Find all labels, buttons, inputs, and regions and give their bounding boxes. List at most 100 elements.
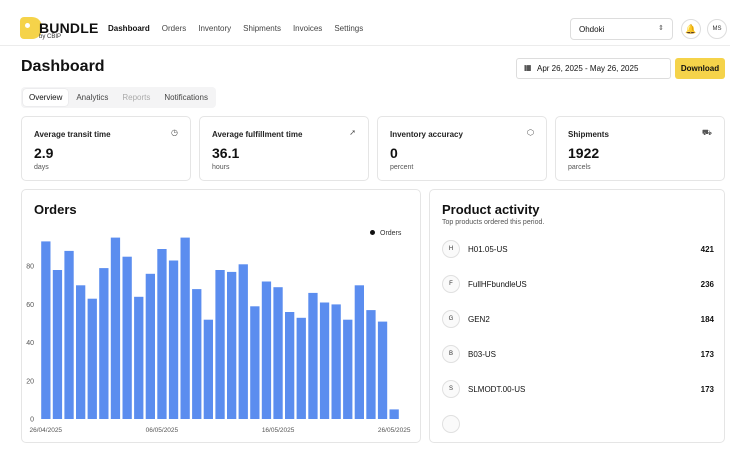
top-navigation-bar: BUNDLE by CBIP Dashboard Orders Inventor… (0, 0, 730, 46)
orders-bar[interactable] (168, 260, 179, 420)
product-initial-badge: S (442, 380, 460, 398)
product-row[interactable]: B B03-US 173 (442, 345, 714, 365)
tab-analytics[interactable]: Analytics (76, 93, 109, 102)
orders-bar[interactable] (122, 256, 132, 419)
product-row[interactable]: H H01.05-US 421 (442, 240, 714, 260)
orders-title: Orders (34, 202, 77, 217)
stat-card-fulfillment-time: Average fulfillment time ➚ 36.1 hours (199, 116, 369, 181)
product-initial-badge (442, 415, 460, 433)
orders-bar[interactable] (377, 321, 388, 419)
product-row[interactable]: G GEN2 184 (442, 310, 714, 330)
orders-bar[interactable] (261, 281, 272, 420)
y-tick-label: 60 (26, 302, 34, 309)
x-tick-label: 26/04/2025 (30, 427, 63, 434)
stat-label: Shipments (568, 130, 609, 139)
date-range-picker[interactable]: ▦ Apr 26, 2025 - May 26, 2025 (516, 58, 671, 79)
product-row[interactable]: F FullHFbundleUS 236 (442, 275, 714, 295)
truck-icon: ⛟ (701, 128, 712, 137)
stat-label: Average transit time (34, 130, 111, 139)
orders-bar[interactable] (64, 250, 74, 419)
nav-inventory[interactable]: Inventory (198, 24, 232, 33)
orders-bar[interactable] (331, 304, 341, 419)
orders-bar[interactable] (134, 296, 144, 419)
x-tick-label: 16/05/2025 (262, 427, 295, 434)
orders-chart-card: 0 20 40 60 80 26/04/2025 06/05/2025 16/05/2025 2… (21, 189, 421, 443)
download-button[interactable]: Download (675, 58, 725, 79)
user-avatar[interactable]: MS (707, 19, 727, 39)
product-quantity: 421 (700, 245, 714, 254)
orders-bar[interactable] (227, 271, 237, 419)
orders-bar[interactable] (250, 306, 260, 419)
brand-subtitle: by CBIP (39, 34, 62, 40)
orders-bar[interactable] (180, 237, 190, 419)
brand-name: BUNDLE (39, 20, 99, 36)
product-name: GEN2 (468, 315, 490, 324)
stat-card-inventory-accuracy: Inventory accuracy ⬡ 0 percent (377, 116, 547, 181)
date-range-value: Apr 26, 2025 - May 26, 2025 (537, 64, 639, 73)
nav-invoices[interactable]: Invoices (292, 24, 323, 33)
orders-bar[interactable] (110, 237, 121, 419)
orders-bar[interactable] (343, 319, 353, 419)
orders-bar[interactable] (203, 319, 213, 419)
stat-value: 1922 (568, 145, 600, 161)
orders-bar[interactable] (285, 312, 295, 419)
product-initial-badge: G (442, 310, 460, 328)
organization-name: Ohdoki (579, 25, 605, 34)
product-name: B03-US (468, 350, 497, 359)
orders-bar[interactable] (76, 285, 86, 419)
nav-settings[interactable]: Settings (334, 24, 364, 33)
stat-label: Average fulfillment time (212, 130, 303, 139)
tab-overview[interactable]: Overview (23, 89, 69, 106)
page-title: Dashboard (21, 58, 105, 75)
orders-bar[interactable] (192, 289, 202, 419)
orders-bar[interactable] (87, 298, 97, 419)
product-quantity: 236 (700, 280, 714, 289)
dashboard-tabs: Overview Analytics Reports Notifications (21, 87, 216, 108)
y-tick-label: 80 (26, 264, 34, 271)
orders-bar[interactable] (99, 268, 109, 419)
stat-card-transit-time: Average transit time ◷ 2.9 days (21, 116, 191, 181)
nav-dashboard[interactable]: Dashboard (108, 24, 150, 33)
main-nav: Dashboard Orders Inventory Shipments Inv… (108, 24, 363, 33)
tab-notifications[interactable]: Notifications (164, 93, 208, 102)
orders-bar[interactable] (389, 409, 399, 419)
orders-bar[interactable] (296, 317, 306, 419)
notification-bell-icon[interactable]: 🔔 (681, 19, 701, 39)
chart-legend: Orders (370, 230, 401, 237)
organization-select[interactable]: Ohdoki ⇕ (570, 18, 673, 40)
orders-bar[interactable] (238, 264, 248, 419)
product-name: H01.05-US (468, 245, 508, 254)
product-quantity: 184 (700, 315, 714, 324)
product-name: FullHFbundleUS (468, 280, 527, 289)
orders-bar[interactable] (354, 285, 364, 419)
product-row[interactable]: S SLMODT.00-US 173 (442, 380, 714, 400)
product-row-partial[interactable] (442, 415, 714, 435)
stat-unit: parcels (568, 164, 591, 171)
stat-label: Inventory accuracy (390, 130, 463, 139)
stat-unit: days (34, 164, 49, 171)
orders-bar[interactable] (273, 287, 283, 419)
orders-bar[interactable] (41, 241, 51, 419)
product-initial-badge: B (442, 345, 460, 363)
orders-bar[interactable] (308, 292, 318, 419)
y-tick-label: 0 (30, 417, 34, 424)
bundle-logo-icon[interactable] (20, 17, 42, 39)
nav-orders[interactable]: Orders (161, 24, 187, 33)
product-quantity: 173 (700, 385, 714, 394)
orders-bar[interactable] (319, 302, 330, 420)
y-tick-label: 20 (26, 378, 34, 385)
orders-bar[interactable] (157, 249, 167, 419)
box-icon: ⬡ (527, 128, 534, 137)
orders-bar[interactable] (366, 310, 376, 419)
stat-card-shipments: Shipments ⛟ 1922 parcels (555, 116, 725, 181)
x-tick-label: 26/05/2025 (378, 427, 411, 434)
product-initial-badge: F (442, 275, 460, 293)
clock-icon: ◷ (171, 128, 178, 137)
x-tick-label: 06/05/2025 (146, 427, 179, 434)
stat-unit: hours (212, 164, 230, 171)
orders-bar[interactable] (145, 273, 155, 419)
rocket-icon: ➚ (349, 128, 356, 137)
orders-bar[interactable] (52, 270, 63, 419)
nav-shipments[interactable]: Shipments (243, 24, 281, 33)
orders-bar[interactable] (215, 270, 225, 419)
